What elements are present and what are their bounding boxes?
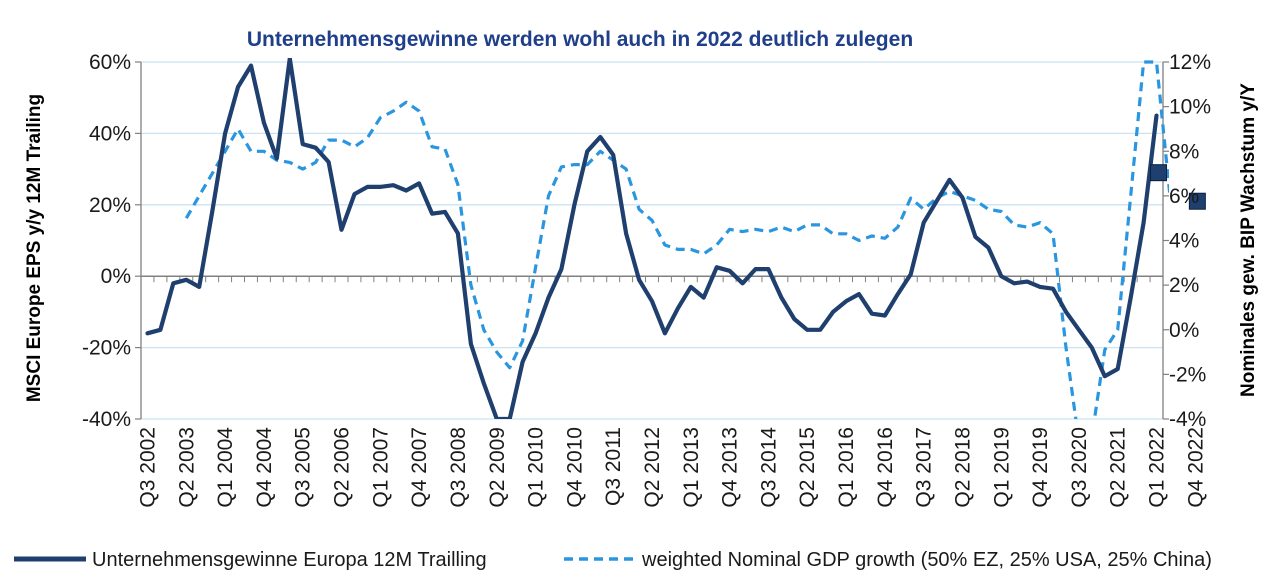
y2-axis-label: Nominales gew. BIP Wachstum y/Y	[1238, 83, 1259, 397]
x-tick-label: Q3 2017	[913, 427, 936, 508]
y2-tick-label: 6%	[1169, 185, 1199, 208]
y-tick-labels: 60% 40% 20% 0% -20% -40%	[82, 51, 131, 431]
x-tick-label: Q1 2016	[835, 427, 858, 508]
x-tick-label: Q1 2022	[1146, 427, 1169, 508]
marker-layer	[1150, 164, 1206, 210]
forecast-marker	[1188, 192, 1206, 210]
x-tick-label: Q3 2008	[447, 427, 470, 508]
gridlines	[141, 61, 1163, 420]
y-axis-label: MSCI Europe EPS y/y 12M Trailing	[24, 94, 45, 402]
x-tick-label: Q4 2010	[563, 427, 586, 508]
x-tick-label: Q3 2005	[292, 427, 315, 508]
legend: Unternehmensgewinne Europa 12M Trailling…	[14, 549, 1212, 571]
y2-tick-label: 10%	[1169, 96, 1211, 119]
x-tick-label: Q1 2010	[525, 427, 548, 508]
series-line-gdp	[184, 60, 1169, 419]
y-tick-label: 60%	[89, 51, 131, 74]
y-tick-label: 20%	[89, 194, 131, 217]
x-tick-label: Q2 2009	[486, 427, 509, 508]
legend-label-earnings: Unternehmensgewinne Europa 12M Trailling	[92, 549, 487, 571]
x-tick-label: Q2 2021	[1107, 427, 1130, 508]
y2-tick-label: 0%	[1169, 319, 1199, 342]
y2-tick-label: -4%	[1169, 408, 1206, 431]
x-tick-label: Q2 2012	[641, 427, 664, 508]
x-tick-label: Q4 2019	[1029, 427, 1052, 508]
y-tick-label: 40%	[89, 122, 131, 145]
y2-tick-label: -2%	[1169, 363, 1206, 386]
y2-tick-label: 12%	[1169, 51, 1211, 74]
x-tick-label: Q1 2019	[990, 427, 1013, 508]
x-tick-label: Q2 2015	[796, 427, 819, 508]
chart-title: Unternehmensgewinne werden wohl auch in …	[247, 28, 913, 51]
forecast-marker	[1150, 164, 1168, 182]
x-tick-label: Q3 2011	[602, 427, 625, 506]
x-tick-label: Q4 2004	[253, 427, 276, 508]
y-tick-label: 0%	[101, 265, 131, 288]
y2-tick-label: 4%	[1169, 230, 1199, 253]
x-tick-label: Q3 2020	[1068, 427, 1091, 508]
y2-tick-labels: 12% 10% 8% 6% 4% 2% 0% -2% -4%	[1169, 51, 1211, 431]
x-tick-label: Q1 2007	[369, 427, 392, 508]
series-layer	[145, 58, 1169, 419]
x-tick-label: Q4 2013	[719, 427, 742, 508]
y-tick-label: -20%	[82, 337, 131, 360]
axes	[135, 61, 1169, 420]
x-tick-label: Q3 2002	[136, 427, 159, 508]
x-tick-label: Q3 2014	[757, 427, 780, 508]
x-tick-label: Q1 2013	[680, 427, 703, 508]
x-tick-label: Q4 2022	[1184, 427, 1207, 508]
x-tick-label: Q4 2007	[408, 427, 431, 508]
x-tick-label: Q2 2018	[951, 427, 974, 508]
y-tick-label: -40%	[82, 408, 131, 431]
series-line-earnings	[145, 58, 1159, 419]
y2-tick-label: 2%	[1169, 274, 1199, 297]
x-tick-label: Q4 2016	[874, 427, 897, 508]
y2-tick-label: 8%	[1169, 140, 1199, 163]
x-tick-labels: Q3 2002 Q2 2003 Q1 2004 Q4 2004 Q3 2005 Q2 20…	[136, 427, 1207, 508]
x-tick-label: Q2 2006	[331, 427, 354, 508]
legend-label-gdp: weighted Nominal GDP growth (50% EZ, 25%…	[641, 549, 1212, 571]
x-tick-label: Q2 2003	[175, 427, 198, 508]
x-tick-label: Q1 2004	[214, 427, 237, 508]
